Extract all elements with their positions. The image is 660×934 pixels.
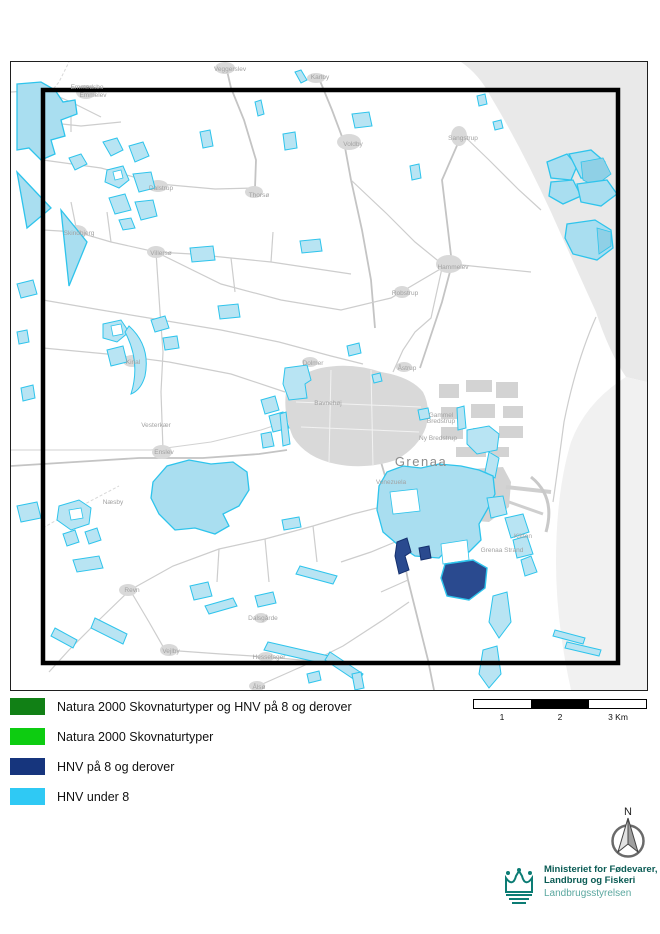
- scale-segment: [474, 700, 532, 708]
- place-label: Kirial: [126, 359, 141, 366]
- legend-item-label: HNV under 8: [57, 789, 130, 804]
- scale-segment: [588, 700, 646, 708]
- legend-item-label: Natura 2000 Skovnaturtyper og HNV på 8 o…: [57, 699, 352, 714]
- legend-item: HNV under 8: [10, 788, 352, 805]
- legend-item: Natura 2000 Skovnaturtyper og HNV på 8 o…: [10, 698, 352, 715]
- ministry-logo-text: Ministeriet for Fødevarer, Landbrug og F…: [544, 864, 658, 900]
- legend-item: Natura 2000 Skovnaturtyper: [10, 728, 352, 745]
- place-label: Næsby: [103, 499, 124, 506]
- agency-name: Landbrugsstyrelsen: [544, 888, 632, 899]
- place-label: Sangstrup: [448, 135, 478, 142]
- place-label: Dalsgårde: [248, 614, 278, 622]
- place-label: Gammel: [429, 412, 454, 419]
- compass-needle-left: [617, 817, 629, 854]
- scale-label: 3 Km: [608, 712, 628, 722]
- place-label: Veggerslev: [214, 66, 247, 73]
- place-label: Voldby: [343, 141, 363, 148]
- place-label: Villersø: [150, 250, 172, 257]
- legend-color-swatch: [10, 728, 45, 745]
- place-label: Ny Bredstrup: [419, 435, 457, 442]
- place-label: Emmedsbo: [71, 84, 104, 91]
- north-letter: N: [624, 806, 632, 818]
- crown-icon: [505, 868, 533, 904]
- place-label: Grenaa: [395, 454, 447, 469]
- scale-bar-labels: 1 2 3 Km: [473, 712, 647, 722]
- scale-label: 2: [557, 712, 563, 722]
- place-label: Emmelev: [79, 92, 107, 99]
- place-label: Klitten: [514, 533, 532, 540]
- legend-color-swatch: [10, 788, 45, 805]
- compass-needle-right: [627, 817, 639, 854]
- place-label: Skindbjerg: [64, 230, 95, 237]
- place-label: Åstrup: [398, 363, 417, 372]
- legend-item-label: Natura 2000 Skovnaturtyper: [57, 729, 214, 744]
- hnv-8-plus-layer: [394, 537, 488, 601]
- north-arrow: N: [604, 804, 652, 864]
- scale-label: 1: [499, 712, 505, 722]
- legend-item-label: HNV på 8 og derover: [57, 759, 175, 774]
- place-label: Enslev: [154, 449, 174, 456]
- place-label: Bredstrup: [427, 418, 456, 425]
- place-label: Bavnehøj: [314, 400, 341, 407]
- ministry-name-line1: Ministeriet for Fødevarer,: [544, 864, 658, 875]
- place-label: Revn: [124, 587, 140, 594]
- place-label: Hesselager: [253, 654, 287, 661]
- place-label: Dolmer: [303, 360, 325, 367]
- legend-item: HNV på 8 og derover: [10, 758, 352, 775]
- place-label: Karlby: [311, 74, 330, 81]
- legend: Natura 2000 Skovnaturtyper og HNV på 8 o…: [10, 698, 352, 818]
- scale-bar-segments: [473, 699, 647, 709]
- study-area-frame: [40, 87, 621, 666]
- scale-segment: [531, 700, 589, 708]
- ministry-name-line2: Landbrug og Fiskeri: [544, 875, 636, 886]
- hnv-under-8-layer: [15, 69, 618, 690]
- place-label: Vesterkær: [141, 422, 171, 429]
- legend-color-swatch: [10, 698, 45, 715]
- place-label: Hammelev: [437, 264, 469, 271]
- map-canvas: Veggerslev Karlby Emmedsbo Emmelev Voldby San…: [10, 61, 648, 691]
- scale-bar: 1 2 3 Km: [473, 699, 647, 722]
- ministry-logo: Ministeriet for Fødevarer, Landbrug og F…: [502, 864, 658, 906]
- legend-color-swatch: [10, 758, 45, 775]
- place-label: Grenaa Strand: [481, 547, 524, 554]
- sea-layer: [461, 62, 647, 690]
- place-label: Dalstrup: [149, 185, 174, 192]
- place-label: Thorsø: [249, 192, 270, 199]
- place-label: Vejlby: [162, 648, 180, 655]
- place-label: Ålsø: [253, 682, 266, 690]
- place-label: Robstrup: [392, 290, 419, 297]
- place-label: Venezuela: [376, 479, 407, 486]
